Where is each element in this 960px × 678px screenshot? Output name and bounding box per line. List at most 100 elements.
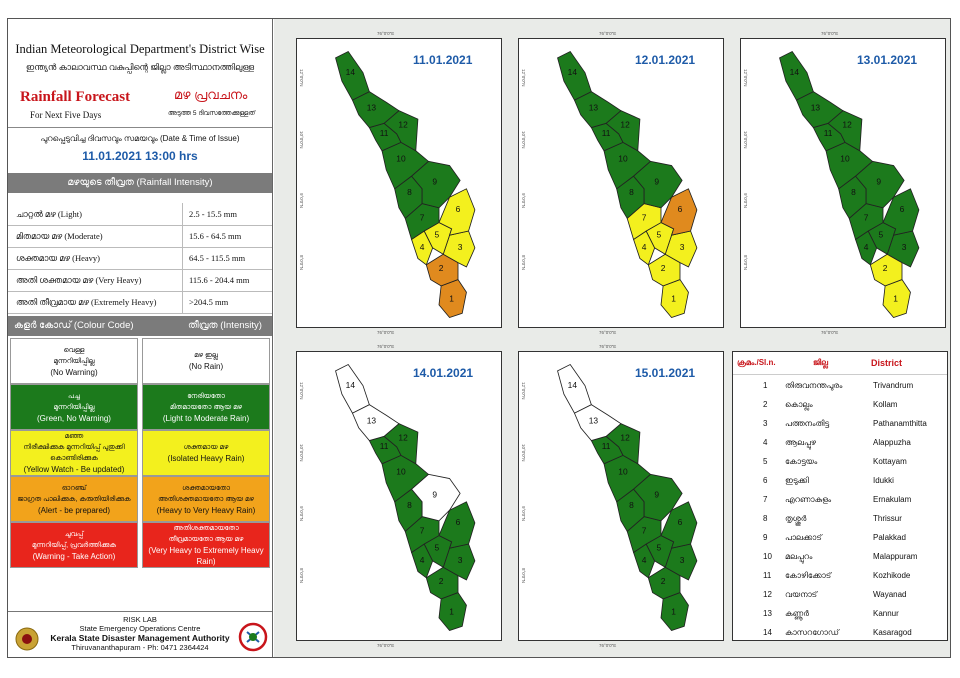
district-number-label: 11 [380,128,389,138]
district-row: 4 ആലപ്പുഴ Alappuzha [733,432,947,454]
district-number-label: 8 [407,187,412,197]
district-number-label: 6 [678,204,683,214]
latitude-label: 12°0'0"N [521,382,526,400]
district-row: 12 വയനാട് Wayanad [733,584,947,606]
district-number-label: 8 [851,187,856,197]
legend-text: മഴ ഇല്ല [194,352,218,359]
latitude-label: 9°0'0"N [521,506,526,522]
district-number-label: 14 [568,380,578,390]
forecast-map-panel: 15.01.2021 76°0'0"E 76°0'0"E 12°0'0"N 10°0'0… [518,344,724,648]
district-ml: ഇടുക്കി [785,476,809,485]
footer-line3: Kerala State Disaster Management Authori… [50,633,230,643]
info-column: Indian Meteorological Department's Distr… [8,19,273,657]
latitude-label: 8°0'0"N [299,568,304,584]
legend-col2-head: തീവ്രത (Intensity) [188,320,262,331]
district-number-label: 14 [568,67,578,77]
district-ml: എറണാകുളം [785,495,832,504]
district-number-label: 7 [864,212,869,222]
district-number-label: 6 [678,517,683,527]
district-no: 4 [763,438,768,447]
forecast-map-panel: 12.01.2021 76°0'0"E 76°0'0"E 12°0'0"N 10°0'0… [518,31,724,335]
district-number-label: 4 [642,242,647,252]
district-en: Idukki [873,476,894,485]
forecast-map-panel: 11.01.2021 76°0'0"E 76°0'0"E 12°0'0"N 10°0'0… [296,31,502,335]
district-region-9 [632,473,683,522]
district-ml: കോഴിക്കോട് [785,571,832,580]
district-region-6 [882,188,920,236]
legend-text: നേരിയതോ [187,392,225,400]
footer-line1: RISK LAB [123,615,157,624]
district-region-6 [438,501,476,549]
district-ml: വയനാട് [785,590,818,599]
legend-text: ഓറഞ്ച് [61,484,87,492]
subtitle-ml: അടുത്ത 5 ദിവസത്തേക്കുള്ളത് [168,110,256,117]
district-no: 1 [763,381,768,390]
district-region-13 [573,91,622,129]
district-row: 11 കോഴിക്കോട് Kozhikode [733,565,947,587]
district-number-label: 14 [790,67,800,77]
district-number-label: 13 [367,416,377,426]
legend-text: പച്ച [68,392,80,400]
district-en: Palakkad [873,533,906,542]
latitude-label: 9°0'0"N [299,193,304,209]
district-row: 14 കാസറഗോഡ് Kasaragod [733,622,947,644]
district-row: 10 മലപ്പുറം Malappuram [733,546,947,568]
district-table: ക്രമം./Sl.n. ജില്ല District 1 തിരുവനന്തപു… [732,351,948,641]
latitude-label: 8°0'0"N [743,255,748,271]
intensity-row: ശക്തമായ മഴ (Heavy) 64.5 - 115.5 mm [8,247,272,270]
district-ml: പത്തനംതിട്ട [785,419,830,428]
district-region-9 [854,160,905,209]
district-en: Thrissur [873,514,902,523]
district-row: 7 എറണാകുളം Ernakulam [733,489,947,511]
district-region-13 [573,404,622,442]
title-en: Rainfall Forecast [20,89,131,105]
kerala-emblem-icon [15,627,39,651]
legend-right-cell: അതിശക്തമായതോ തീവ്രമായതോ ആയ മഴ (Very Heavy … [142,522,270,568]
district-region-9 [410,473,461,522]
district-region-9 [410,160,461,209]
map-date: 15.01.2021 [635,366,696,380]
legend-left-cell: ചുവപ്പ് മുന്നറിയിപ്പ്, പ്രവർത്തിക്കുക (War… [10,522,138,568]
district-number-label: 6 [456,204,461,214]
title-ml: മഴ പ്രവചനം [174,87,248,102]
legend-text: തീവ്രമായതോ ആയ മഴ [168,536,244,543]
issue-label: പുറപ്പെടുവിച്ച ദിവസവും സമയവും (Date & Ti… [40,134,240,143]
map-date: 13.01.2021 [857,53,918,67]
district-row: 6 ഇടുക്കി Idukki [733,470,947,492]
district-en: Ernakulam [873,495,912,504]
district-number-label: 3 [458,242,463,252]
district-number-label: 10 [840,153,850,163]
legend-text: (Very Heavy to Extremely Heavy Rain) [148,546,264,566]
legend-right-cell: ശക്തമായ മഴ (Isolated Heavy Rain) [142,430,270,476]
legend-text: (Isolated Heavy Rain) [167,454,245,463]
legend-left-cell: മഞ്ഞ നിരീക്ഷിക്കുക മുന്നറിയിപ്പ് പുതുക്കി… [10,430,138,476]
district-en: Pathanamthitta [873,419,927,428]
legend-text: (Heavy to Very Heavy Rain) [156,505,256,515]
intensity-range: 64.5 - 115.5 mm [182,247,245,269]
district-number-label: 7 [642,212,647,222]
district-number-label: 13 [811,103,821,113]
district-number-label: 2 [661,263,666,273]
latitude-label: 12°0'0"N [299,69,304,87]
district-region-14 [335,364,370,414]
header: Indian Meteorological Department's Distr… [8,19,272,127]
intensity-range: 115.6 - 204.4 mm [182,269,249,291]
district-ml: കാസറഗോഡ് [785,628,839,637]
district-no: 6 [763,476,768,485]
legend-header: കളർ കോഡ് (Colour Code) തീവ്രത (Intensity… [8,316,272,336]
district-number-label: 2 [439,576,444,586]
intensity-label: ചാറ്റൽ മഴ (Light) [16,209,82,219]
intensity-range: 2.5 - 15.5 mm [182,203,237,225]
latitude-label: 10°0'0"N [521,444,526,462]
latitude-label: 10°0'0"N [521,131,526,149]
map-date: 12.01.2021 [635,53,696,67]
longitude-label: 76°0'0"E [377,643,395,648]
header-line2: ഇന്ത്യൻ കാലാവസ്ഥ വകുപ്പിന്റെ ജില്ലാ അടിസ… [25,62,255,72]
district-number-label: 9 [432,177,437,187]
legend-text: (Alert - be prepared) [37,505,111,515]
district-number-label: 4 [420,242,425,252]
district-no: 7 [763,495,768,504]
longitude-label: 76°0'0"E [599,344,617,349]
